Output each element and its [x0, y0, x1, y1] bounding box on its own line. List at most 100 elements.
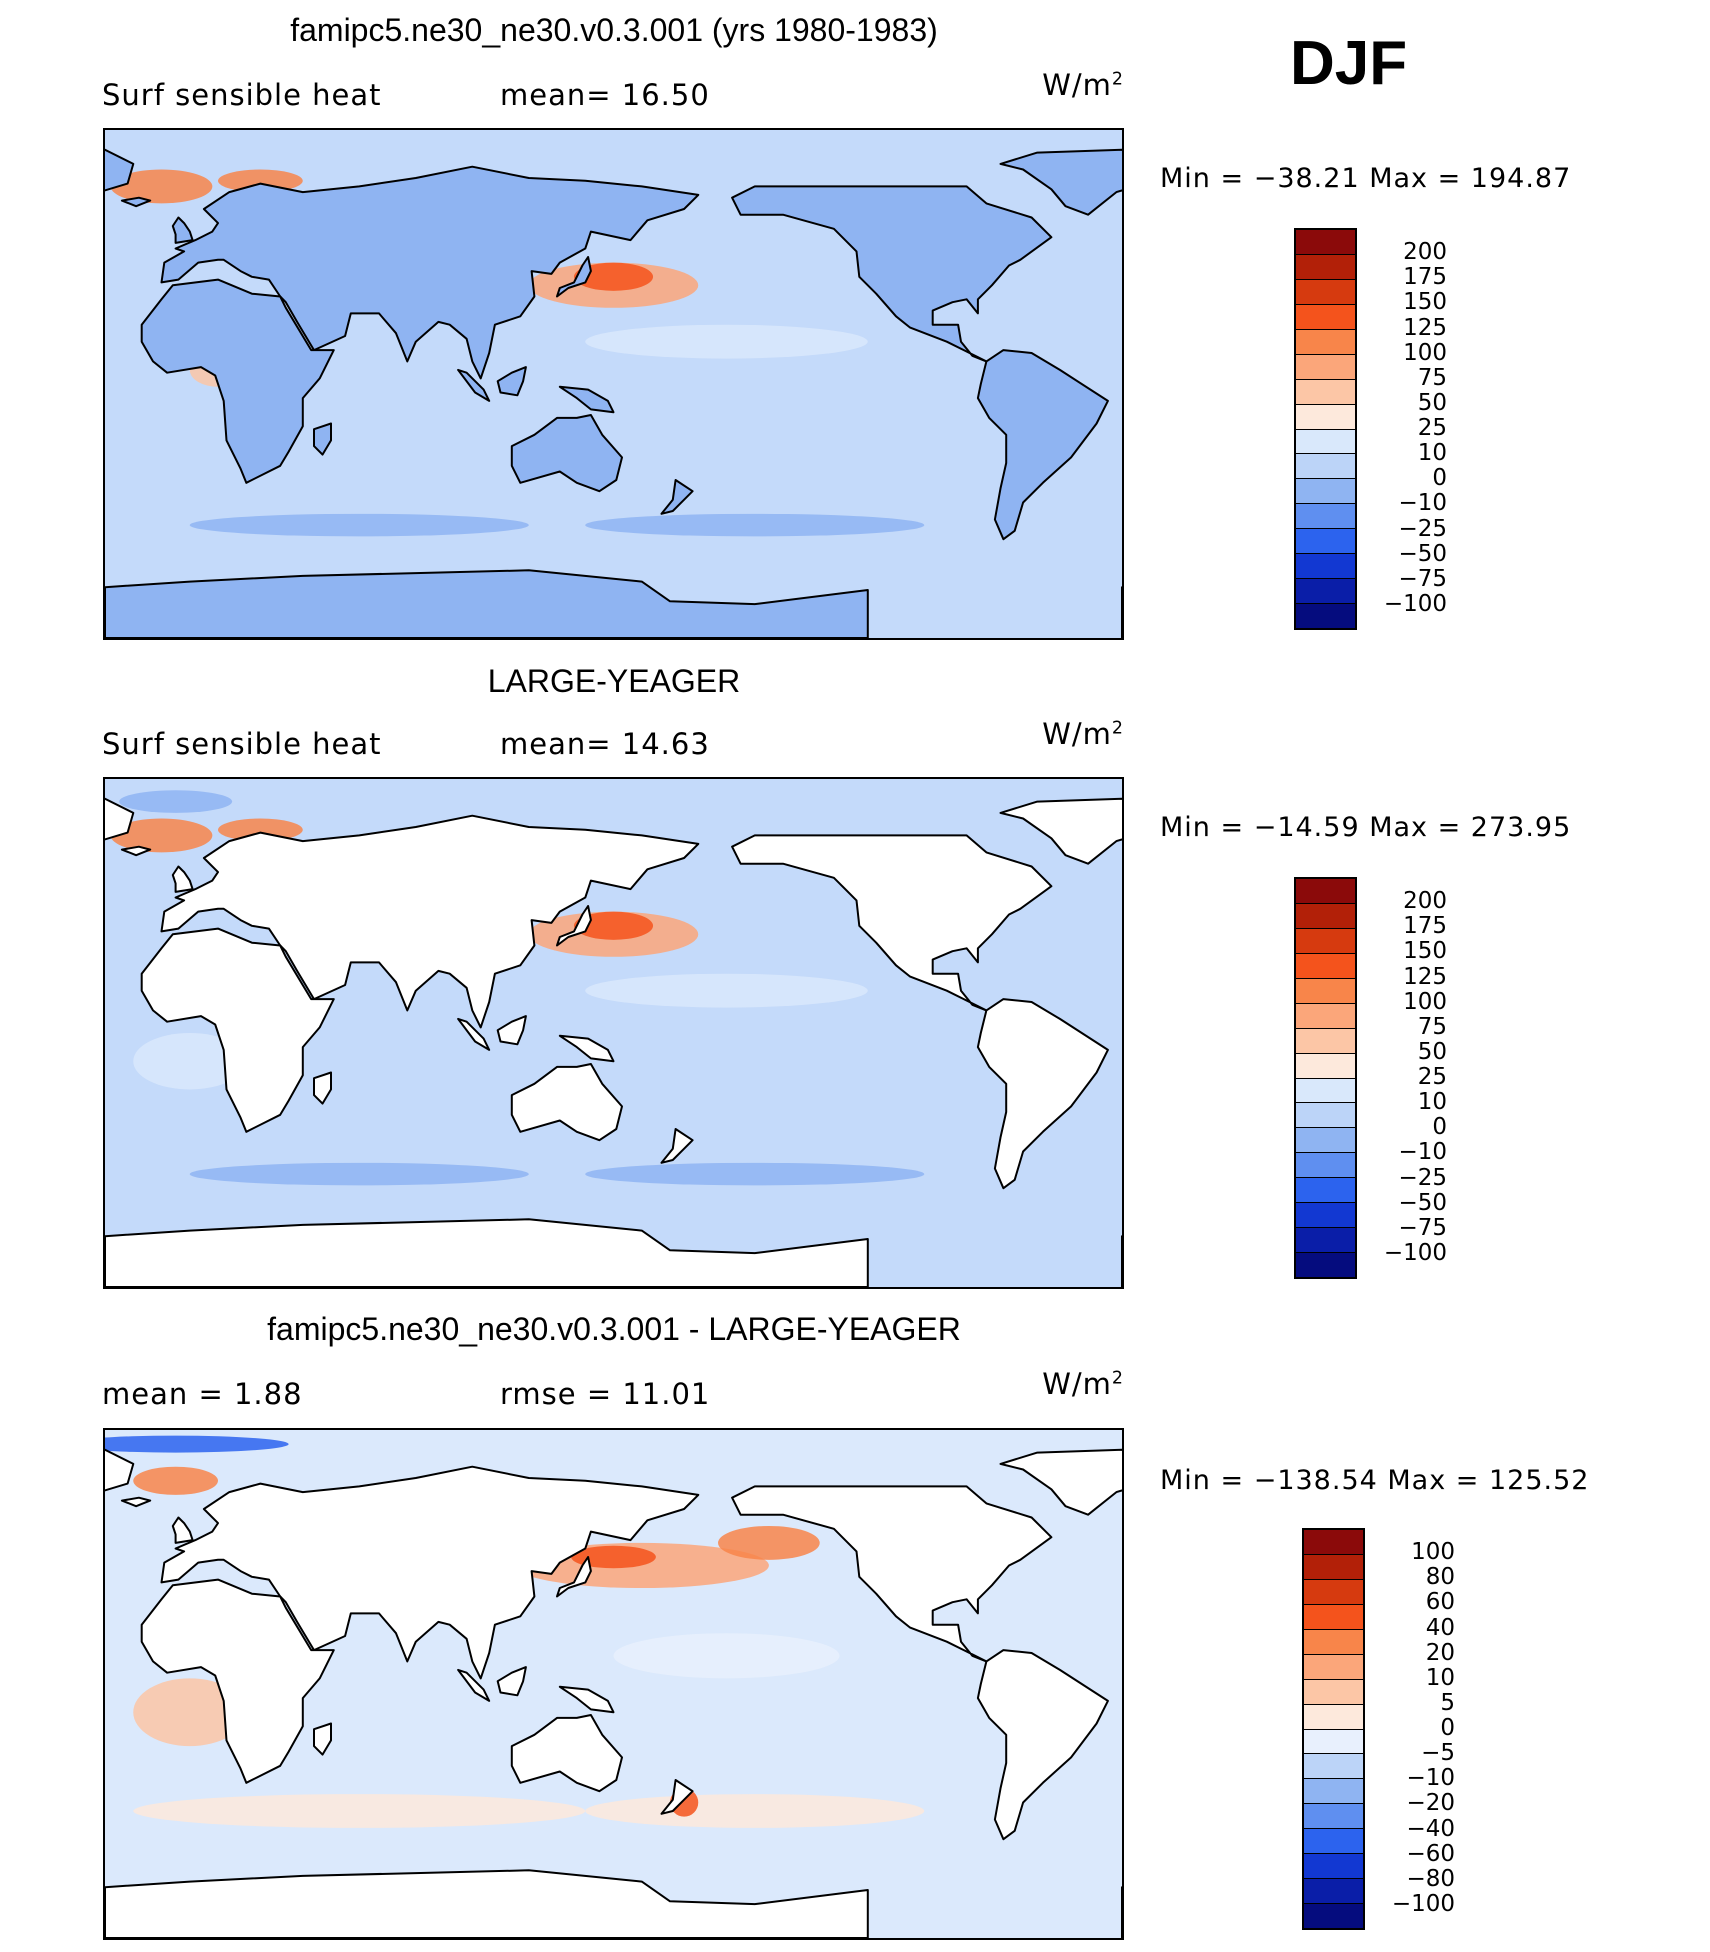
- colorbar-swatch: [1304, 1829, 1363, 1855]
- colorbar-tick-label: 200: [1403, 239, 1447, 266]
- colorbar-tick-label: 10: [1425, 1664, 1455, 1691]
- coastline-north-america: [731, 1485, 1053, 1663]
- colorbar-bar: [1294, 877, 1357, 1279]
- colorbar-swatch: [1304, 1654, 1363, 1680]
- colorbar-tick-label: 75: [1417, 364, 1447, 391]
- colorbar-tick-label: −75: [1398, 1214, 1447, 1241]
- colorbar-swatch: [1304, 1904, 1363, 1928]
- colorbar-swatch: [1296, 579, 1355, 605]
- colorbar-swatch: [1296, 1178, 1355, 1204]
- colorbar-swatch: [1304, 1804, 1363, 1830]
- coastline-sumatra: [457, 368, 491, 402]
- panel-1-title: famipc5.ne30_ne30.v0.3.001 (yrs 1980-198…: [290, 12, 938, 48]
- colorbar-tick-label: 60: [1425, 1589, 1455, 1616]
- coastline-greenland: [105, 797, 1122, 865]
- colorbar-tick-label: 0: [1432, 465, 1447, 492]
- coastline-north-america: [731, 834, 1053, 1012]
- world-map: [105, 1430, 1122, 1938]
- coastline-japan: [556, 1556, 592, 1598]
- colorbar-tick-label: 25: [1417, 415, 1447, 441]
- field-anomaly: [119, 790, 233, 813]
- colorbar-tick-label: 150: [1403, 289, 1447, 316]
- colorbar-swatch: [1296, 429, 1355, 455]
- colorbar-tick-label: 200: [1403, 888, 1447, 915]
- coastline-africa: [140, 278, 335, 484]
- coastline-uk: [171, 1516, 194, 1544]
- colorbar-swatch: [1296, 554, 1355, 580]
- colorbar-swatch: [1296, 304, 1355, 330]
- colorbar-tick-label: −25: [1398, 1164, 1447, 1191]
- field-anomaly: [189, 513, 529, 537]
- field-anomaly: [133, 1033, 247, 1090]
- colorbar-tick-label: 100: [1403, 339, 1447, 366]
- field-anomaly: [585, 513, 925, 537]
- panel-2-units: W/m2: [1042, 717, 1124, 751]
- field-anomaly: [585, 324, 868, 359]
- colorbar-swatch: [1304, 1604, 1363, 1630]
- colorbar-tick-label: 50: [1417, 389, 1447, 416]
- colorbar-bar: [1294, 228, 1357, 630]
- coastline-madagascar: [313, 1071, 332, 1105]
- coastline-iceland: [120, 845, 152, 857]
- coastline-uk: [171, 216, 194, 244]
- colorbar-swatch: [1304, 1704, 1363, 1730]
- coastline-south-america: [976, 998, 1109, 1190]
- colorbar-swatch: [1296, 1153, 1355, 1179]
- coastline-africa: [140, 927, 335, 1133]
- field-anomaly: [133, 1678, 247, 1747]
- coastline-new-guinea: [558, 1034, 615, 1063]
- colorbar-swatch: [1296, 1228, 1355, 1254]
- colorbar-swatch: [1296, 379, 1355, 405]
- colorbar-tick-label: −50: [1398, 1189, 1447, 1216]
- coastline-new-zealand: [660, 1128, 694, 1164]
- colorbar-swatch: [1296, 479, 1355, 505]
- colorbar-tick-label: 5: [1440, 1689, 1455, 1716]
- colorbar-swatch: [1304, 1530, 1363, 1555]
- colorbar-tick-label: 20: [1425, 1639, 1455, 1666]
- colorbar-tick-label: 25: [1417, 1064, 1447, 1090]
- colorbar-swatch: [1296, 1028, 1355, 1054]
- field-anomaly: [718, 1525, 820, 1560]
- colorbar-swatch: [1304, 1729, 1363, 1755]
- colorbar-tick-label: −50: [1398, 540, 1447, 567]
- colorbar-tick-label: −100: [1383, 1239, 1447, 1266]
- colorbar-swatch: [1304, 1629, 1363, 1655]
- colorbar-swatch: [1296, 604, 1355, 628]
- coastline-antarctica: [105, 569, 1122, 638]
- colorbar-tick-label: −100: [1391, 1890, 1455, 1917]
- colorbar-tick-label: 175: [1403, 264, 1447, 291]
- colorbar-tick-label: 50: [1417, 1038, 1447, 1065]
- coastline-greenland: [105, 148, 1122, 216]
- panel-3-mean-label: mean = 1.88: [102, 1377, 303, 1411]
- coastline-south-america: [976, 1649, 1109, 1841]
- colorbar-swatch: [1296, 504, 1355, 530]
- colorbar-swatch: [1304, 1854, 1363, 1880]
- colorbar-tick-label: 100: [1411, 1539, 1455, 1566]
- colorbar-swatch: [1296, 928, 1355, 954]
- colorbar-swatch: [1296, 978, 1355, 1004]
- coastline-borneo: [496, 366, 527, 397]
- coastline-borneo: [496, 1666, 527, 1697]
- colorbar-tick-label: −40: [1406, 1815, 1455, 1842]
- field-anomaly: [571, 1545, 656, 1569]
- coastline-madagascar: [313, 1722, 332, 1756]
- colorbar-tick-label: 125: [1403, 314, 1447, 341]
- coastline-australia: [510, 1714, 623, 1793]
- panel-3-rmse-label: rmse = 11.01: [500, 1377, 711, 1411]
- coastline-antarctica: [105, 1218, 1122, 1287]
- colorbar-tick-label: 10: [1417, 440, 1447, 467]
- field-anomaly: [585, 1794, 925, 1828]
- field-anomaly: [218, 169, 303, 193]
- coastline-australia: [510, 1063, 623, 1142]
- colorbar-tick-label: −5: [1421, 1740, 1455, 1767]
- panel-2-title: LARGE-YEAGER: [487, 663, 741, 699]
- colorbar-swatch: [1296, 354, 1355, 380]
- panel-3-units: W/m2: [1042, 1367, 1124, 1401]
- colorbar-tick-label: 10: [1417, 1089, 1447, 1116]
- colorbar-swatch: [1304, 1779, 1363, 1805]
- colorbar-swatch: [1296, 1103, 1355, 1129]
- panel-1-map: [103, 128, 1124, 640]
- colorbar-swatch: [1296, 279, 1355, 305]
- colorbar-swatch: [1296, 230, 1355, 255]
- coastline-australia: [510, 414, 623, 493]
